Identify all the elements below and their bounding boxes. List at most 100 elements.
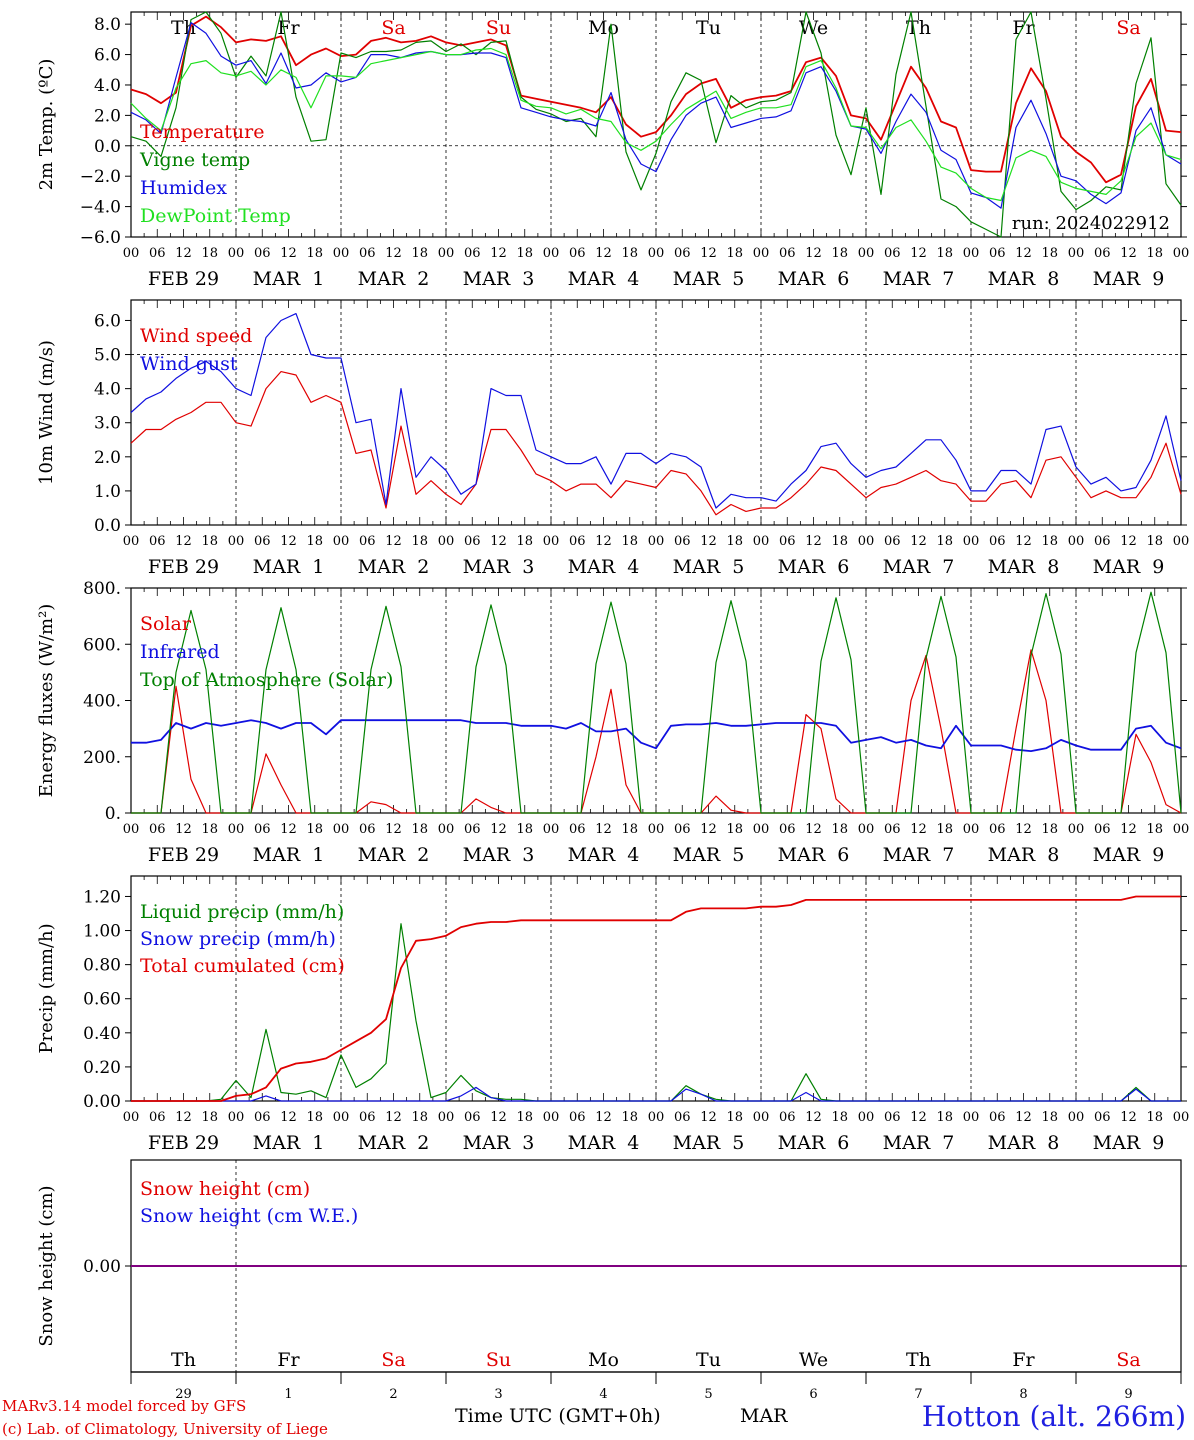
bottom-day-label: We — [799, 1349, 828, 1371]
y-tick-label: 0.0 — [94, 137, 121, 157]
hour-tick-label: 18 — [1041, 1110, 1058, 1125]
bottom-day-axis: Th 29 Fr 1 Sa 2 Su 3 Mo 4 Tu 5 We 6 Th 7 Fr 8 Sa 9 — [130, 1349, 1182, 1402]
bottom-day-number: 3 — [494, 1387, 502, 1402]
date-label: FEB 29 — [148, 556, 219, 578]
hour-tick-label: 18 — [201, 534, 218, 549]
hour-tick-label: 00 — [228, 534, 245, 549]
hour-tick-label: 06 — [359, 246, 376, 261]
hour-tick-label: 00 — [1068, 534, 1085, 549]
hour-tick-label: 00 — [753, 1110, 770, 1125]
hour-tick-label: 18 — [1146, 1110, 1163, 1125]
date-label: MAR 2 — [358, 844, 430, 866]
hour-tick-label: 12 — [280, 534, 297, 549]
hour-tick-label: 06 — [989, 534, 1006, 549]
hour-tick-label: 00 — [333, 246, 350, 261]
hour-tick-label: 18 — [1041, 822, 1058, 837]
y-tick-label: −4.0 — [80, 198, 121, 218]
hour-tick-label: 18 — [516, 1110, 533, 1125]
hour-tick-label: 06 — [359, 822, 376, 837]
date-label: MAR 6 — [778, 1132, 850, 1154]
hour-tick-label: 12 — [385, 1110, 402, 1125]
hour-tick-label: 18 — [936, 822, 953, 837]
date-label: FEB 29 — [148, 268, 219, 290]
hour-tick-label: 18 — [306, 246, 323, 261]
y-tick-label: 600. — [83, 635, 121, 655]
hour-tick-label: 06 — [674, 246, 691, 261]
hour-tick-label: 18 — [726, 534, 743, 549]
date-label: MAR 9 — [1093, 556, 1165, 578]
panel-snow: Snow height (cm) 0.00 Snow height (cm) Snow… — [36, 1159, 1187, 1373]
hour-tick-label: 06 — [569, 1110, 586, 1125]
hour-tick-label: 06 — [569, 534, 586, 549]
series-line-humidex — [130, 22, 1182, 209]
hour-tick-label: 18 — [201, 822, 218, 837]
date-label: MAR 5 — [673, 1132, 745, 1154]
y-tick-label: 3.0 — [94, 414, 121, 434]
hour-tick-label: 00 — [123, 1110, 140, 1125]
day-label: We — [799, 17, 828, 39]
hour-tick-label: 00 — [963, 246, 980, 261]
day-label: Th — [171, 17, 196, 39]
bottom-day-label: Fr — [1012, 1349, 1035, 1371]
date-label: MAR 3 — [463, 268, 535, 290]
hour-tick-label: 00 — [858, 1110, 875, 1125]
hour-tick-label: 12 — [700, 534, 717, 549]
date-label: MAR 6 — [778, 556, 850, 578]
hour-tick-label: 06 — [359, 534, 376, 549]
date-label: MAR 4 — [568, 1132, 640, 1154]
y-tick-label: 800. — [83, 579, 121, 599]
y-tick-label: 6.0 — [94, 46, 121, 66]
date-label: MAR 5 — [673, 844, 745, 866]
hour-tick-label: 06 — [779, 1110, 796, 1125]
series-line-snow-precip-mm-h- — [131, 1086, 1181, 1102]
hour-tick-label: 00 — [1173, 1110, 1190, 1125]
hour-tick-label: 18 — [726, 1110, 743, 1125]
hour-tick-label: 18 — [936, 1110, 953, 1125]
bottom-day-label: Sa — [381, 1349, 405, 1371]
hour-tick-label: 12 — [805, 534, 822, 549]
hour-tick-label: 00 — [963, 1110, 980, 1125]
hour-tick-label: 18 — [831, 1110, 848, 1125]
hour-tick-label: 06 — [884, 822, 901, 837]
hour-tick-label: 06 — [884, 246, 901, 261]
hour-tick-label: 12 — [385, 822, 402, 837]
hour-tick-label: 12 — [490, 1110, 507, 1125]
legend-entry: Infrared — [140, 641, 220, 663]
y-tick-label: 4.0 — [94, 76, 121, 96]
hour-tick-label: 00 — [1068, 246, 1085, 261]
hour-tick-label: 00 — [963, 534, 980, 549]
y-axis-label: Energy fluxes (W/m²) — [36, 604, 57, 798]
hour-tick-label: 00 — [1173, 534, 1190, 549]
legend-entry: Vigne temp — [139, 149, 250, 171]
hour-tick-label: 12 — [910, 246, 927, 261]
y-tick-label: 1.00 — [83, 922, 121, 942]
legend-entry: Snow height (cm W.E.) — [140, 1205, 358, 1227]
legend-entry: Total cumulated (cm) — [140, 955, 345, 977]
bottom-day-label: Mo — [588, 1349, 619, 1371]
hour-tick-label: 00 — [333, 1110, 350, 1125]
date-label: MAR 4 — [568, 844, 640, 866]
hour-tick-label: 06 — [149, 822, 166, 837]
hour-tick-label: 00 — [438, 1110, 455, 1125]
y-tick-label: 200. — [83, 748, 121, 768]
hour-tick-label: 12 — [1015, 246, 1032, 261]
hour-tick-label: 18 — [1146, 822, 1163, 837]
hour-tick-label: 12 — [490, 822, 507, 837]
hour-tick-label: 18 — [831, 534, 848, 549]
hour-tick-label: 00 — [753, 534, 770, 549]
bottom-day-label: Fr — [277, 1349, 300, 1371]
hour-tick-label: 18 — [411, 1110, 428, 1125]
hour-tick-label: 12 — [595, 822, 612, 837]
hour-tick-label: 18 — [306, 1110, 323, 1125]
hour-tick-label: 18 — [1146, 534, 1163, 549]
y-tick-label: 5.0 — [94, 346, 121, 366]
hour-tick-label: 18 — [411, 246, 428, 261]
hour-tick-label: 12 — [1120, 1110, 1137, 1125]
hour-tick-label: 18 — [621, 822, 638, 837]
date-label: MAR 6 — [778, 844, 850, 866]
series-line-infrared — [131, 719, 1182, 752]
day-label: Sa — [1116, 17, 1140, 39]
date-label: MAR 7 — [883, 556, 955, 578]
hour-tick-label: 06 — [989, 1110, 1006, 1125]
hour-tick-label: 06 — [674, 534, 691, 549]
